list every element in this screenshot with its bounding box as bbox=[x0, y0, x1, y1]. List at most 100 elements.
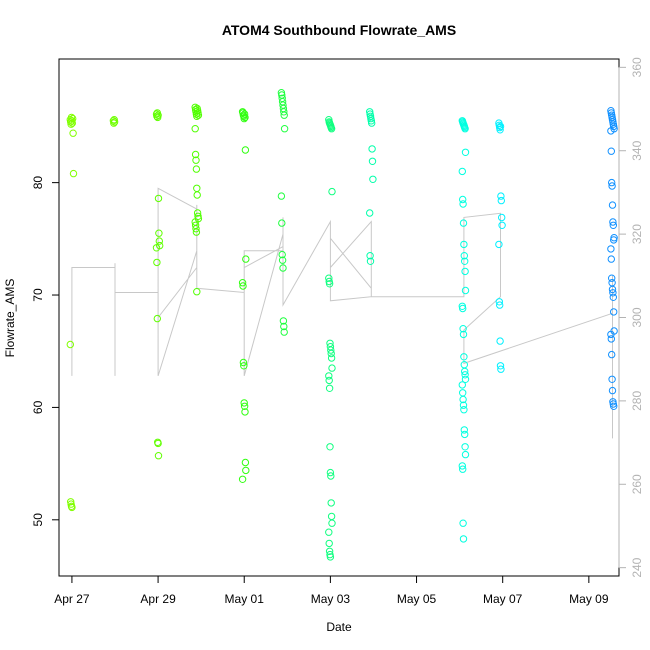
x-tick-label: May 09 bbox=[569, 592, 609, 606]
secondary-line bbox=[71, 187, 613, 439]
data-point bbox=[460, 426, 468, 434]
data-point bbox=[153, 258, 161, 267]
data-point bbox=[368, 119, 376, 127]
x-tick-label: May 03 bbox=[311, 592, 351, 606]
data-point bbox=[461, 148, 470, 157]
data-point bbox=[192, 225, 200, 233]
data-point bbox=[69, 169, 78, 178]
data-point bbox=[607, 147, 615, 155]
data-point bbox=[327, 499, 335, 507]
data-point bbox=[496, 337, 504, 345]
data-point bbox=[240, 110, 249, 118]
data-point bbox=[326, 468, 335, 477]
data-point bbox=[280, 108, 288, 116]
data-point bbox=[461, 430, 469, 439]
data-point bbox=[240, 362, 248, 370]
data-point bbox=[458, 462, 466, 470]
data-point bbox=[459, 325, 467, 333]
data-point bbox=[238, 279, 247, 287]
data-point bbox=[495, 298, 503, 306]
data-point bbox=[366, 209, 374, 217]
data-point bbox=[153, 112, 161, 121]
data-point bbox=[327, 512, 336, 521]
data-point bbox=[325, 372, 333, 380]
data-point bbox=[279, 264, 287, 272]
data-point bbox=[278, 219, 286, 227]
data-point bbox=[193, 288, 201, 296]
x-tick-label: Apr 27 bbox=[54, 592, 90, 606]
data-point bbox=[496, 301, 504, 309]
y-axis-label: Flowrate_AMS bbox=[3, 279, 17, 358]
x-axis-label: Date bbox=[326, 620, 352, 634]
data-point bbox=[607, 335, 615, 343]
data-point bbox=[460, 240, 468, 249]
data-point bbox=[609, 221, 617, 230]
data-point bbox=[239, 358, 248, 367]
y2-tick-label: 340 bbox=[630, 140, 644, 160]
data-point bbox=[279, 317, 288, 325]
y-tick-label: 50 bbox=[31, 513, 45, 527]
data-point bbox=[194, 111, 203, 119]
x-tick-label: May 01 bbox=[225, 592, 265, 606]
data-point bbox=[608, 285, 617, 294]
data-point bbox=[459, 330, 468, 339]
data-point bbox=[327, 125, 336, 133]
data-point bbox=[459, 219, 468, 227]
data-point bbox=[461, 267, 469, 276]
data-point bbox=[461, 286, 470, 295]
data-point bbox=[193, 184, 201, 193]
data-point bbox=[152, 244, 161, 252]
data-point bbox=[498, 221, 506, 230]
data-point bbox=[609, 289, 617, 297]
data-point bbox=[458, 167, 466, 176]
data-point bbox=[242, 466, 250, 475]
data-point bbox=[610, 402, 618, 410]
data-point bbox=[191, 125, 199, 133]
data-point bbox=[459, 519, 467, 527]
data-point bbox=[497, 192, 505, 200]
data-point bbox=[496, 122, 505, 131]
y2-tick-label: 320 bbox=[630, 224, 644, 244]
data-point bbox=[68, 503, 76, 512]
data-point bbox=[154, 111, 162, 119]
data-point bbox=[459, 395, 467, 404]
data-point bbox=[459, 195, 467, 204]
data-point bbox=[325, 539, 333, 548]
data-point bbox=[153, 314, 162, 323]
data-point bbox=[326, 443, 334, 451]
data-point bbox=[327, 349, 335, 358]
secondary-line-series bbox=[71, 187, 613, 439]
data-point bbox=[608, 350, 616, 359]
data-point bbox=[155, 237, 164, 245]
data-point bbox=[192, 228, 201, 236]
data-point bbox=[154, 452, 163, 460]
data-point bbox=[325, 280, 334, 288]
data-point bbox=[280, 322, 288, 331]
y2-tick-label: 240 bbox=[630, 557, 644, 577]
y-tick-label: 80 bbox=[31, 176, 45, 190]
data-point bbox=[241, 146, 250, 154]
data-point bbox=[328, 187, 336, 196]
x-tick-label: May 05 bbox=[397, 592, 437, 606]
data-point bbox=[459, 401, 468, 409]
data-point bbox=[610, 308, 618, 316]
data-point bbox=[240, 114, 248, 123]
data-point bbox=[110, 118, 119, 126]
data-point bbox=[495, 240, 503, 249]
data-point bbox=[192, 165, 201, 173]
data-point bbox=[327, 346, 335, 354]
y2-tick-label: 260 bbox=[630, 474, 644, 494]
data-point bbox=[366, 257, 375, 265]
data-point bbox=[609, 293, 617, 301]
data-point bbox=[460, 406, 468, 414]
y-tick-label: 60 bbox=[31, 400, 45, 414]
data-point bbox=[497, 365, 505, 373]
y2-tick-label: 280 bbox=[630, 391, 644, 411]
data-point bbox=[607, 127, 615, 135]
data-point bbox=[461, 443, 469, 451]
data-point bbox=[369, 175, 377, 184]
data-point bbox=[608, 274, 616, 282]
data-point bbox=[608, 375, 616, 383]
data-point bbox=[242, 255, 250, 263]
